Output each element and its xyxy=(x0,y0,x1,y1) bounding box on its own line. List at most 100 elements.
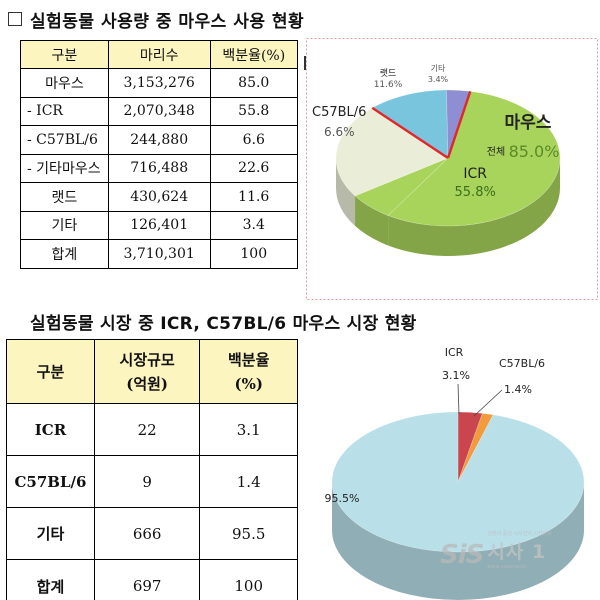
row-percent: 85.0 xyxy=(209,68,299,98)
row-label: 기타 xyxy=(6,507,95,560)
header-category-text: 구분 xyxy=(36,362,65,381)
slice-value-icr: 55.8% xyxy=(455,185,496,200)
table-row: 기타 126,401 3.4 xyxy=(20,210,299,240)
pie-slice-랫드 xyxy=(371,89,449,159)
row-count: 430,624 xyxy=(107,182,211,212)
row-label: 랫드 xyxy=(20,182,109,212)
leader-line-icr xyxy=(457,383,460,415)
row-market-size: 22 xyxy=(93,403,201,456)
table-row: ICR 22 3.1 xyxy=(6,403,298,456)
market-share-pie-chart: ICR 3.1% C57BL/6 1.4% 95.5% xyxy=(325,346,585,600)
watermark-url: www.sisaone.kr xyxy=(487,564,527,570)
row-percent: 3.1 xyxy=(199,403,298,456)
row-percent: 95.5 xyxy=(199,507,298,560)
row-count: 244,880 xyxy=(107,125,211,155)
pie-slice-side xyxy=(355,195,389,246)
row-count: 126,401 xyxy=(107,210,211,240)
slice-value-c57bl6: 6.6% xyxy=(324,125,355,139)
table-row: - 기타마우스 716,488 22.6 xyxy=(20,153,299,183)
table-header-row: 구분 마리수 백분율(%) xyxy=(20,40,299,69)
market-share-table: 구분 시장규모 (억원) 백분율 (%) ICR 22 3.1 C57BL/6 9 … xyxy=(6,339,298,600)
pie-slice-side xyxy=(336,158,356,226)
row-market-size: 697 xyxy=(93,559,201,600)
pie-slice-icr xyxy=(457,411,483,483)
row-count: 716,488 xyxy=(107,153,211,183)
row-count: 2,070,348 xyxy=(107,96,211,126)
mouse-usage-table: 구분 마리수 백분율(%) 마우스 3,153,276 85.0 - ICR 2… xyxy=(20,40,299,269)
table-row: 랫드 430,624 11.6 xyxy=(20,182,299,212)
row-count: 3,710,301 xyxy=(107,239,211,269)
section2-title: 실험동물 시장 중 ICR, C57BL/6 마우스 시장 현황 xyxy=(30,307,417,335)
header-percent: 백분율(%) xyxy=(199,339,298,404)
table-row: 마우스 3,153,276 85.0 xyxy=(20,68,299,98)
slice-value-icr: 3.1% xyxy=(442,369,470,382)
pie-slice-마우스-기타 xyxy=(335,107,449,197)
pie-slice-c57bl-6 xyxy=(457,412,494,483)
leader-line-c57bl6 xyxy=(473,389,503,417)
table-row: - C57BL/6 244,880 6.6 xyxy=(20,125,299,155)
row-percent: 22.6 xyxy=(209,153,299,183)
header-market-size-line1: 시장규모 xyxy=(119,350,175,369)
table-row: C57BL/6 9 1.4 xyxy=(6,455,298,508)
table-row: 합계 697 100 xyxy=(6,559,298,600)
row-label: - C57BL/6 xyxy=(20,125,109,155)
checkbox-square-icon xyxy=(8,12,22,26)
slice-label-c57bl6: C57BL/6 xyxy=(499,357,545,370)
section1-title: 실험동물 사용량 중 마우스 사용 현황 xyxy=(8,5,304,33)
slice-label-other: 기타 xyxy=(431,64,446,73)
pie-slice-side xyxy=(388,158,560,256)
row-percent: 3.4 xyxy=(209,210,299,240)
table-row: - ICR 2,070,348 55.8 xyxy=(20,96,299,126)
pie-slice-side xyxy=(332,482,584,600)
watermark-slogan: 언론의 중심 시사인의 시선으로 xyxy=(487,531,552,537)
slice-label-rat: 랫드 xyxy=(380,68,397,79)
mouse-group-highlight-line xyxy=(371,90,472,160)
row-market-size: 9 xyxy=(93,455,201,508)
row-label: 합계 xyxy=(20,239,109,269)
row-percent: 1.4 xyxy=(199,455,298,508)
row-percent: 100 xyxy=(199,559,298,600)
slice-value-c57bl6: 1.4% xyxy=(504,383,532,396)
slice-label-c57bl6: C57BL/6 xyxy=(312,105,366,120)
section1-title-text: 실험동물 사용량 중 마우스 사용 현황 xyxy=(30,11,305,32)
slice-value-other: 3.4% xyxy=(428,75,449,84)
header-count: 마리수 xyxy=(107,40,211,69)
header-category: 구분 xyxy=(6,339,95,404)
publisher-watermark: SiS 언론의 중심 시사인의 시선으로 시사 1 www.sisaone.kr xyxy=(440,530,552,570)
slice-label-icr: ICR xyxy=(445,346,464,359)
table-row: 합계 3,710,301 100 xyxy=(20,239,299,269)
row-percent: 55.8 xyxy=(209,96,299,126)
group-sub-label: 전체 xyxy=(487,146,505,158)
row-label: 합계 xyxy=(6,559,95,600)
row-label: - ICR xyxy=(20,96,109,126)
row-percent: 100 xyxy=(209,239,299,269)
slice-value-rat: 11.6% xyxy=(374,80,403,90)
slice-label-icr: ICR xyxy=(463,166,487,182)
watermark-logo: SiS xyxy=(440,540,484,570)
header-market-size: 시장규모 (억원) xyxy=(93,339,201,404)
table-header-row: 구분 시장규모 (억원) 백분율 (%) xyxy=(6,339,298,404)
header-percent-line2: (%) xyxy=(234,374,263,393)
row-count: 3,153,276 xyxy=(107,68,211,98)
pie-slice-기타 xyxy=(331,411,585,553)
header-percent: 백분율(%) xyxy=(209,40,299,69)
group-label-mouse: 마우스 xyxy=(505,113,552,133)
watermark-text-block: 언론의 중심 시사인의 시선으로 시사 1 www.sisaone.kr xyxy=(487,530,552,570)
pie-slice-c57bl-6 xyxy=(354,157,449,216)
row-label: 기타 xyxy=(20,210,109,240)
slice-value-other: 95.5% xyxy=(325,492,360,505)
chart-frame xyxy=(306,38,598,300)
row-label: C57BL/6 xyxy=(6,455,95,508)
row-label: 마우스 xyxy=(20,68,109,98)
row-label: ICR xyxy=(6,403,95,456)
table-row: 기타 666 95.5 xyxy=(6,507,298,560)
row-market-size: 666 xyxy=(93,507,201,560)
row-label: - 기타마우스 xyxy=(20,153,109,183)
section2-title-text: 실험동물 시장 중 ICR, C57BL/6 마우스 시장 현황 xyxy=(30,313,417,334)
text-cursor xyxy=(304,56,306,70)
pie-slice-icr xyxy=(387,91,561,227)
row-percent: 11.6 xyxy=(209,182,299,212)
group-value-mouse: 85.0% xyxy=(509,142,560,161)
header-category: 구분 xyxy=(20,40,109,69)
